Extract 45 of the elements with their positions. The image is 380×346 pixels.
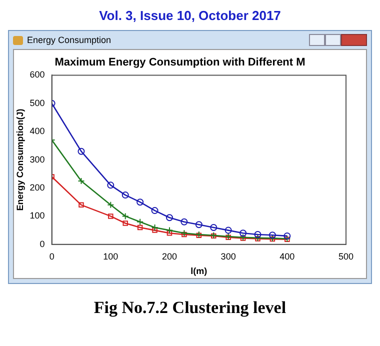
- x-tick-label: 400: [280, 251, 295, 262]
- point: [136, 198, 144, 206]
- point: [78, 148, 85, 155]
- point: [195, 221, 202, 228]
- point: [152, 228, 158, 233]
- y-tick-label: 0: [40, 238, 45, 249]
- y-tick-label: 400: [30, 126, 45, 136]
- text: Energy Consumption: [27, 35, 112, 45]
- point: [107, 201, 114, 208]
- point: [240, 230, 247, 237]
- point: [122, 220, 128, 226]
- point: [78, 177, 85, 184]
- point: [224, 226, 232, 234]
- x-tick-label: 0: [49, 251, 54, 262]
- y-tick-label: 300: [30, 154, 45, 164]
- point: [151, 224, 158, 231]
- y-tick-label: 600: [30, 70, 45, 80]
- x-tick-label: 100: [103, 251, 118, 262]
- x-tick-label: 300: [220, 251, 236, 262]
- point: [122, 212, 129, 220]
- x-axis-title: l(m): [190, 266, 208, 276]
- point: [136, 218, 144, 226]
- y-tick-label: 200: [30, 182, 45, 192]
- point: [210, 224, 218, 231]
- point: [122, 192, 129, 199]
- x-tick-label: 200: [162, 251, 178, 262]
- x-tick-label: 500: [338, 251, 354, 262]
- point: [166, 230, 172, 236]
- point: [108, 214, 114, 219]
- point: [107, 182, 114, 189]
- y-tick-label: 100: [30, 210, 45, 221]
- point: [254, 231, 262, 238]
- point: [268, 232, 276, 239]
- point: [78, 202, 84, 208]
- y-axis-title: Energy Consumption(J): [14, 108, 25, 211]
- point: [166, 214, 173, 222]
- chart-title: Maximum Energy Consumption with Different M: [54, 56, 306, 69]
- point: [284, 232, 291, 240]
- text: Fig No.7.2 Clustering level: [92, 298, 288, 318]
- y-tick-label: 500: [30, 98, 45, 108]
- point: [180, 218, 188, 226]
- point: [166, 226, 173, 234]
- point: [137, 224, 143, 230]
- text: Vol. 3, Issue 10, October 2017: [98, 8, 282, 25]
- point: [151, 207, 158, 214]
